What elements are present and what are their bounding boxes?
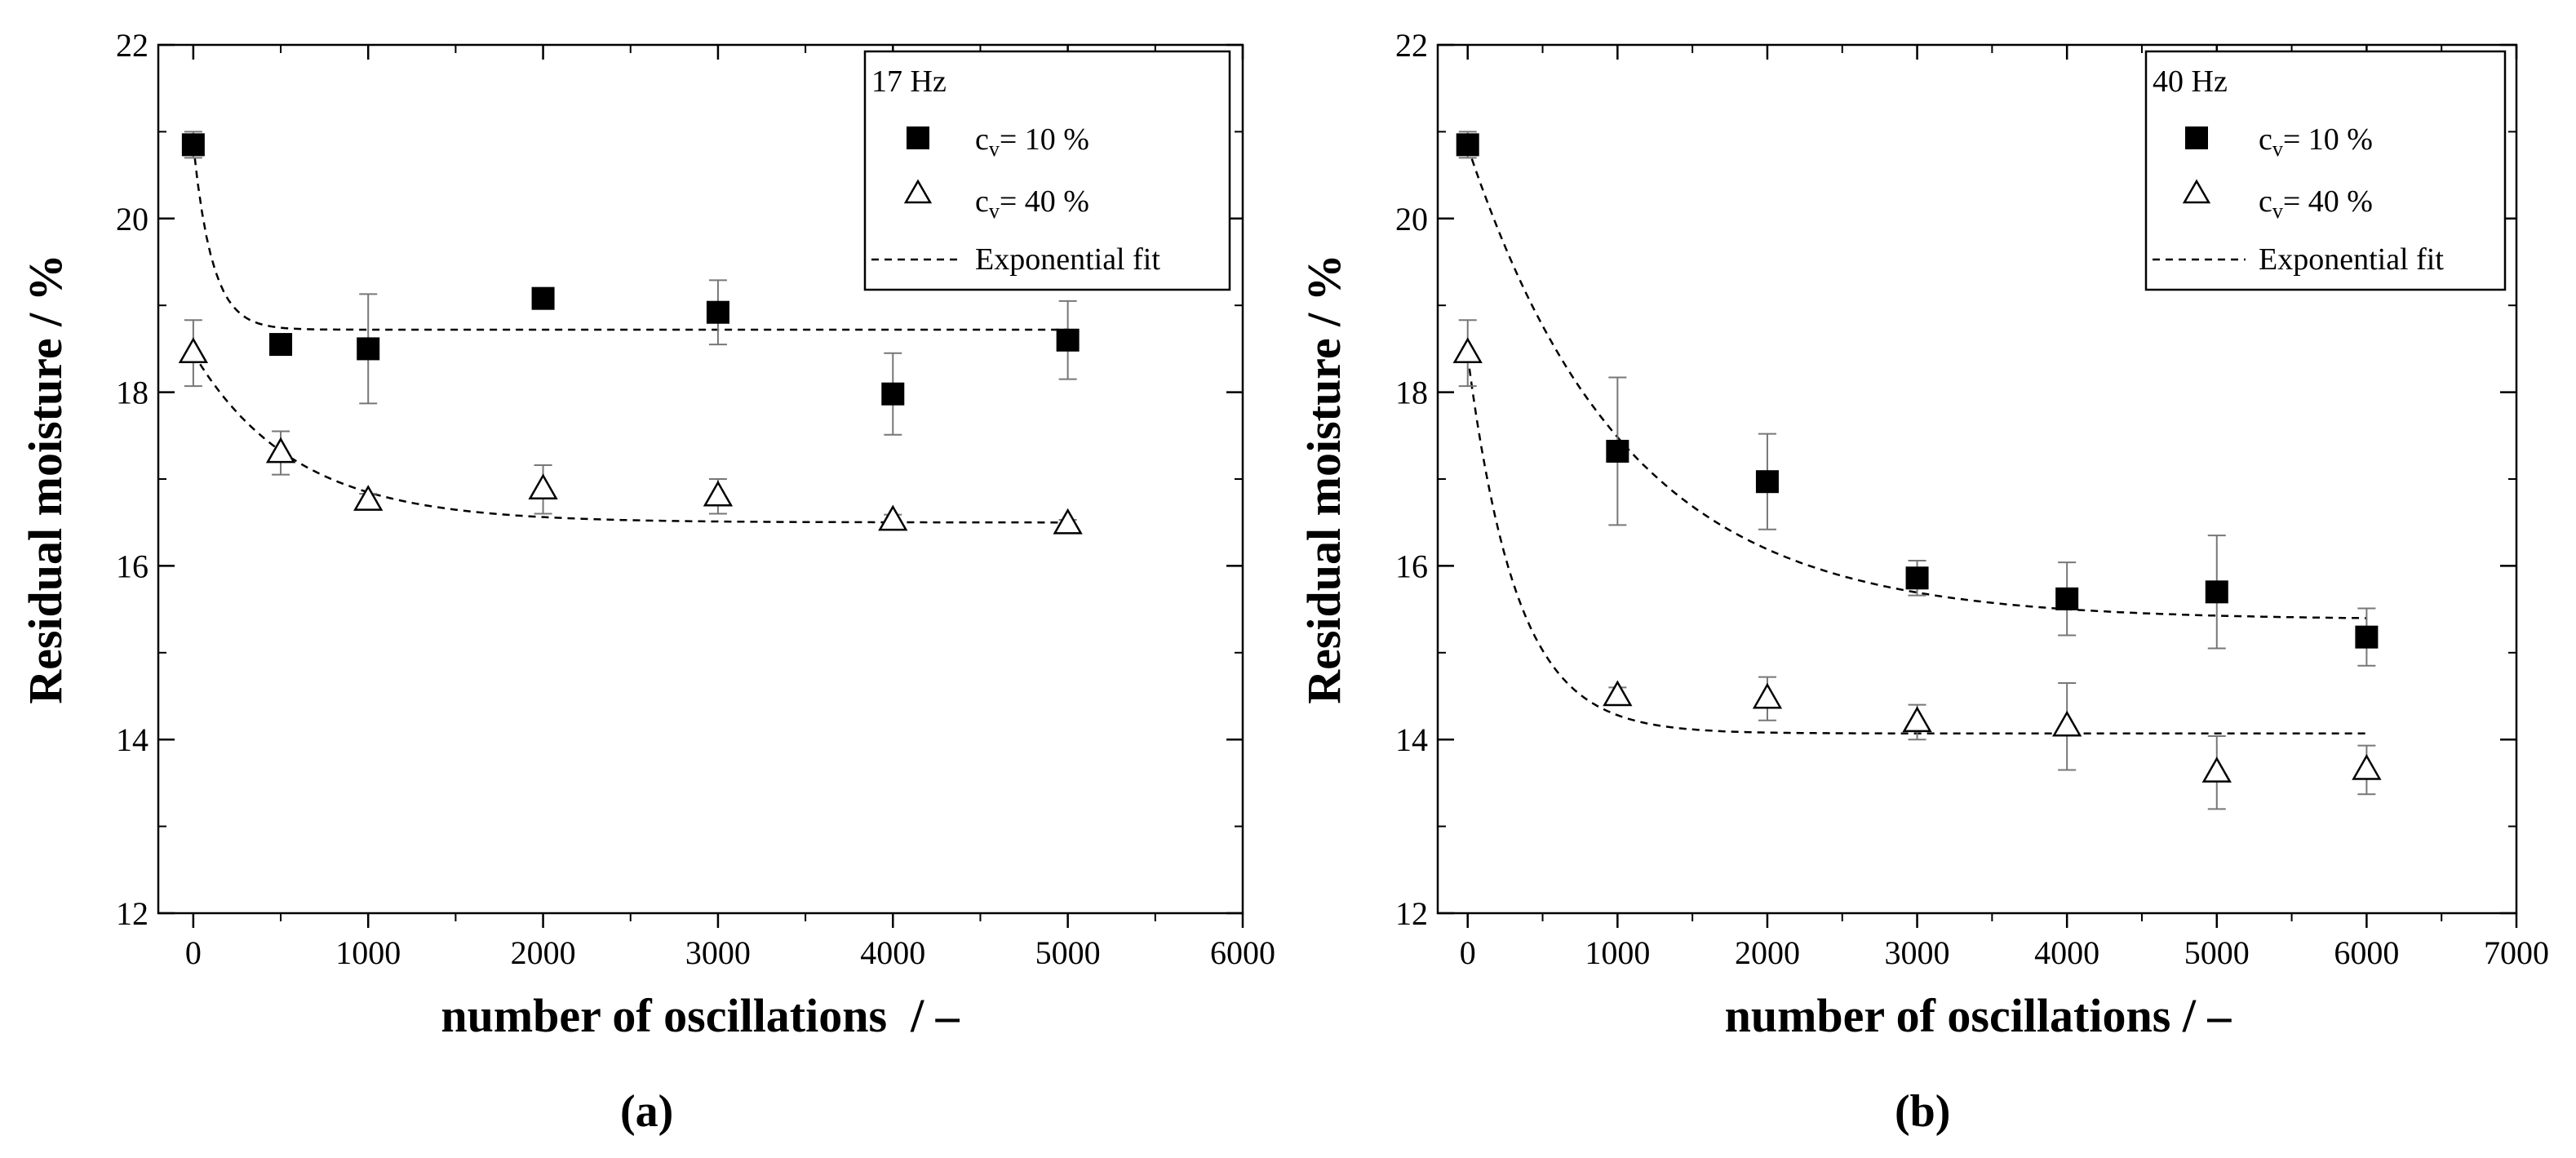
panel-caption-b: (b) [1895, 1086, 1951, 1137]
y-axis-label: Residual moisture / % [1297, 254, 1350, 704]
point-cv10 [531, 286, 555, 310]
point-cv40 [1053, 508, 1083, 535]
legend-entry-2: cv= 40 % [2259, 184, 2373, 223]
chart-panel-a: 12 14 16 18 20 22 0 1000 2000 3000 4000 5000 6000 R… [19, 27, 1275, 1042]
point-cv40 [1452, 337, 1483, 363]
point-cv10 [1606, 439, 1629, 463]
legend-marker-triangle [2182, 179, 2211, 204]
x-tick-label: 3000 [685, 934, 751, 971]
legend: 17 Hz cv= 10 % cv= 40 % Exponential fit [863, 50, 1231, 291]
y-tick-label: 22 [1395, 27, 1428, 64]
x-tick-label: 1000 [335, 934, 401, 971]
point-cv10 [181, 133, 205, 157]
x-tick-label: 7000 [2484, 934, 2549, 971]
x-tick-label: 0 [1460, 934, 1476, 971]
x-tick-label: 4000 [860, 934, 925, 971]
y-tick-label: 14 [116, 721, 149, 758]
y-tick-label: 16 [116, 548, 149, 584]
x-axis-label: number of oscillations / – [441, 989, 960, 1042]
point-cv40 [2201, 756, 2232, 783]
y-tick-label: 12 [1395, 895, 1428, 932]
x-tick-label: 3000 [1885, 934, 1950, 971]
y-tick-label: 20 [1395, 201, 1428, 237]
legend-marker-square [2185, 126, 2208, 149]
point-cv10 [1755, 470, 1779, 494]
x-tick-label: 2000 [1735, 934, 1800, 971]
legend-entry-1: cv= 10 % [975, 122, 1089, 161]
point-cv10 [881, 382, 905, 406]
point-cv10 [2355, 625, 2379, 649]
point-cv40 [353, 485, 384, 511]
x-tick-label: 5000 [2184, 934, 2250, 971]
point-cv40 [878, 504, 908, 531]
point-cv10 [269, 333, 293, 357]
y-axis-ticks: 12 14 16 18 20 22 [1395, 27, 2516, 932]
point-cv40 [528, 473, 558, 500]
fit-curves [192, 144, 1068, 524]
legend-marker-triangle [903, 179, 933, 204]
y-tick-label: 18 [1395, 375, 1428, 411]
point-cv10 [2205, 580, 2228, 604]
x-tick-label: 5000 [1035, 934, 1101, 971]
legend-box [863, 50, 1231, 291]
point-cv10 [2055, 587, 2079, 610]
y-axis-label: Residual moisture / % [19, 254, 72, 704]
x-tick-label: 2000 [511, 934, 576, 971]
x-axis-ticks: 0 1000 2000 3000 4000 5000 6000 [185, 45, 1275, 971]
x-tick-label: 6000 [1210, 934, 1275, 971]
x-tick-label: 1000 [1585, 934, 1650, 971]
x-tick-label: 6000 [2334, 934, 2399, 971]
point-cv40 [178, 337, 209, 363]
chart-panel-b: 12 14 16 18 20 22 0 1000 2000 3000 4000 5000 6000 70… [1297, 27, 2549, 1042]
legend-title: 17 Hz [871, 64, 947, 99]
legend-entry-3: Exponential fit [2259, 242, 2444, 277]
legend-marker-square [907, 126, 929, 149]
panel-caption-a: (a) [620, 1086, 674, 1137]
y-axis-ticks: 12 14 16 18 20 22 [116, 27, 1243, 932]
point-cv10 [357, 337, 380, 361]
legend-entry-3: Exponential fit [975, 242, 1160, 277]
data-points [178, 133, 1083, 535]
y-tick-label: 14 [1395, 721, 1428, 758]
legend-title: 40 Hz [2153, 64, 2228, 99]
point-cv40 [265, 437, 296, 464]
y-tick-label: 16 [1395, 548, 1428, 584]
y-tick-label: 22 [116, 27, 149, 64]
x-axis-label: number of oscillations / – [1725, 989, 2232, 1042]
fit-curve-2 [1466, 355, 2367, 735]
fit-curve-1 [192, 144, 1068, 331]
y-tick-label: 12 [116, 895, 149, 932]
point-cv40 [1603, 680, 1633, 707]
point-cv10 [706, 300, 729, 324]
x-axis-ticks: 0 1000 2000 3000 4000 5000 6000 7000 [1460, 45, 2549, 971]
point-cv10 [1905, 566, 1929, 590]
legend-entry-2: cv= 40 % [975, 184, 1089, 223]
legend-box [2144, 50, 2507, 291]
x-tick-label: 0 [185, 934, 202, 971]
legend: 40 Hz cv= 10 % cv= 40 % Exponential fit [2144, 50, 2507, 291]
point-cv40 [1902, 706, 1932, 733]
x-tick-label: 4000 [2034, 934, 2099, 971]
point-cv40 [1752, 682, 1783, 709]
point-cv10 [1456, 133, 1479, 157]
point-cv40 [703, 480, 734, 507]
fit-curve-2 [192, 353, 1068, 524]
data-points [1452, 133, 2382, 783]
legend-entry-1: cv= 10 % [2259, 122, 2373, 161]
y-tick-label: 20 [116, 201, 149, 237]
y-tick-label: 18 [116, 375, 149, 411]
point-cv40 [2052, 710, 2082, 737]
point-cv10 [1056, 328, 1080, 352]
point-cv40 [2352, 753, 2382, 780]
